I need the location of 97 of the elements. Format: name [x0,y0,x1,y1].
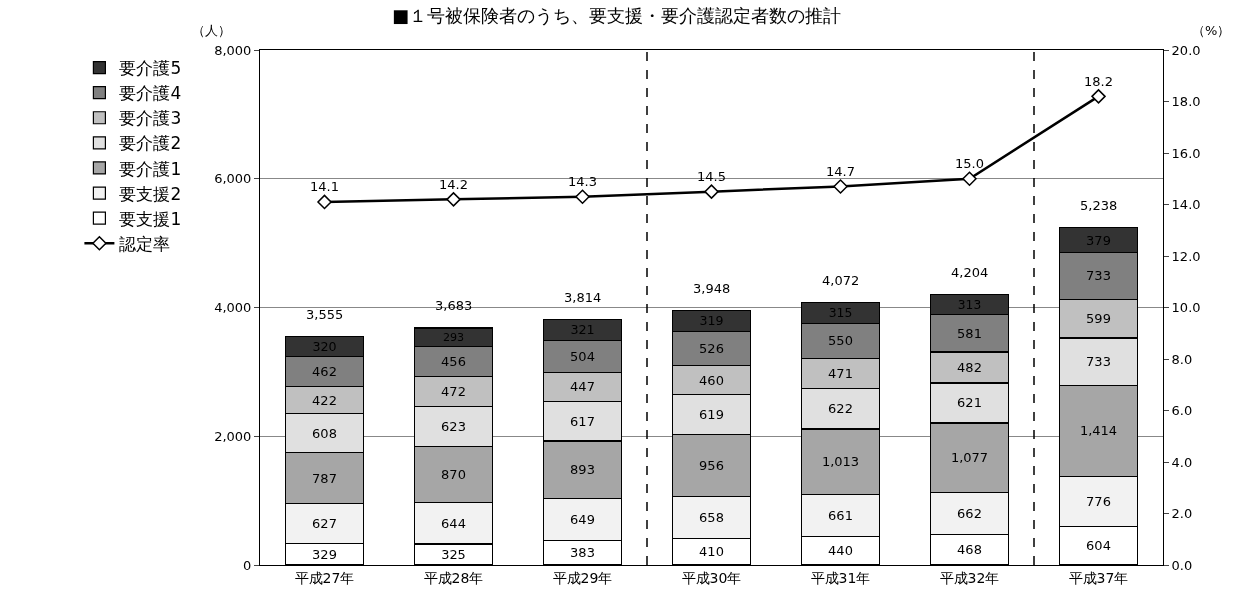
y2-tick-label: 18.0 [1171,94,1201,110]
legend-label: 要介護3 [119,108,182,129]
y-tick-label: 6,000 [214,171,252,187]
x-tick-label: 平成32年 [939,569,1000,586]
data-label: 14.1 [310,179,339,195]
data-label: 14.2 [439,176,468,192]
y-tick-label: 4,000 [214,300,252,316]
data-label: 649 [570,511,595,527]
data-label: 622 [828,401,853,417]
data-label: 599 [1086,311,1111,327]
y2-tick-label: 20.0 [1171,42,1201,58]
data-label: 623 [441,419,466,435]
legend-label: 要支援1 [119,208,182,229]
data-label: 658 [699,509,724,525]
chart-title: ■１号被保険者のうち、要支援・要介護認定者数の推計 [391,4,842,26]
data-label: 608 [312,425,337,441]
data-label: 644 [441,515,466,531]
x-tick-label: 平成31年 [810,569,871,586]
y-tick-label: 2,000 [214,428,252,444]
data-label: 18.2 [1084,73,1113,89]
data-label: 383 [570,545,595,561]
data-label: 456 [441,353,466,369]
point [575,189,590,205]
data-label: 410 [699,544,724,560]
data-label: 468 [957,542,982,558]
data-label: 581 [957,325,982,341]
data-label: 482 [957,359,982,375]
data-label: 733 [1086,268,1111,284]
total-label: 3,683 [435,298,473,313]
data-label: 550 [828,333,853,349]
legend-label: 要支援2 [119,183,182,204]
total-label: 3,814 [564,290,602,305]
data-label: 440 [828,543,853,559]
data-label: 1,414 [1079,423,1118,439]
y2-tick-label: 14.0 [1171,197,1201,213]
legend-label: 要介護2 [119,133,182,154]
y2-tick-label: 0.0 [1171,557,1193,573]
point [446,192,461,207]
data-label: 14.5 [697,169,726,185]
data-label: 733 [1086,354,1111,370]
y2-tick-label: 10.0 [1171,300,1201,316]
data-label: 472 [441,383,466,399]
y2-tick-label: 6.0 [1171,403,1193,419]
total-label: 4,072 [822,273,860,288]
data-label: 15.0 [955,156,984,172]
legend-label: 認定率 [119,233,171,254]
data-label: 526 [699,340,724,356]
data-label: 14.3 [568,174,597,190]
x-tick-label: 平成37年 [1068,569,1129,586]
data-label: 1,077 [950,450,989,466]
data-label: 619 [699,407,724,423]
x-tick-label: 平成28年 [423,569,484,586]
point [704,184,719,199]
total-label: 3,948 [693,281,731,296]
data-label: 471 [828,366,853,382]
total-label: 4,204 [951,265,989,280]
y2-axis-title: （%） [1192,23,1231,38]
x-tick-label: 平成30年 [681,569,742,586]
data-label: 627 [312,516,337,532]
data-label: 662 [957,506,982,522]
point [317,194,332,210]
data-label: 325 [441,547,466,563]
x-tick-label: 平成27年 [294,569,355,586]
legend-label: 要介護5 [119,58,182,79]
legend-label: 要介護4 [119,83,182,104]
y-tick-label: 8,000 [214,42,252,58]
y2-tick-label: 16.0 [1171,145,1201,161]
y2-tick-label: 12.0 [1171,248,1201,264]
point [962,171,977,186]
data-label: 870 [441,467,466,483]
y-axis-title: （人） [192,23,231,38]
data-label: 1,013 [821,454,860,470]
data-label: 462 [312,364,337,380]
data-label: 447 [570,379,595,395]
legend-label: 要介護1 [119,158,182,179]
data-label: 776 [1086,493,1111,509]
y-tick-label: 0 [243,557,252,573]
total-label: 3,555 [306,307,344,322]
data-label: 604 [1086,538,1111,554]
data-label: 893 [570,462,595,478]
data-label: 460 [699,372,724,388]
data-label: 14.7 [826,163,855,179]
y2-tick-label: 8.0 [1171,351,1193,367]
data-label: 422 [312,392,337,408]
total-label: 5,238 [1080,198,1118,213]
data-label: 329 [312,546,337,562]
data-label: 661 [828,507,853,523]
data-label: 621 [957,395,982,411]
point [1091,89,1106,104]
data-label: 504 [570,348,595,364]
x-tick-label: 平成29年 [552,569,613,586]
point [833,179,848,194]
data-label: 787 [312,470,337,486]
y2-tick-label: 2.0 [1171,506,1193,522]
data-label: 956 [699,457,724,473]
y2-tick-label: 4.0 [1171,454,1193,470]
data-label: 617 [570,413,595,429]
